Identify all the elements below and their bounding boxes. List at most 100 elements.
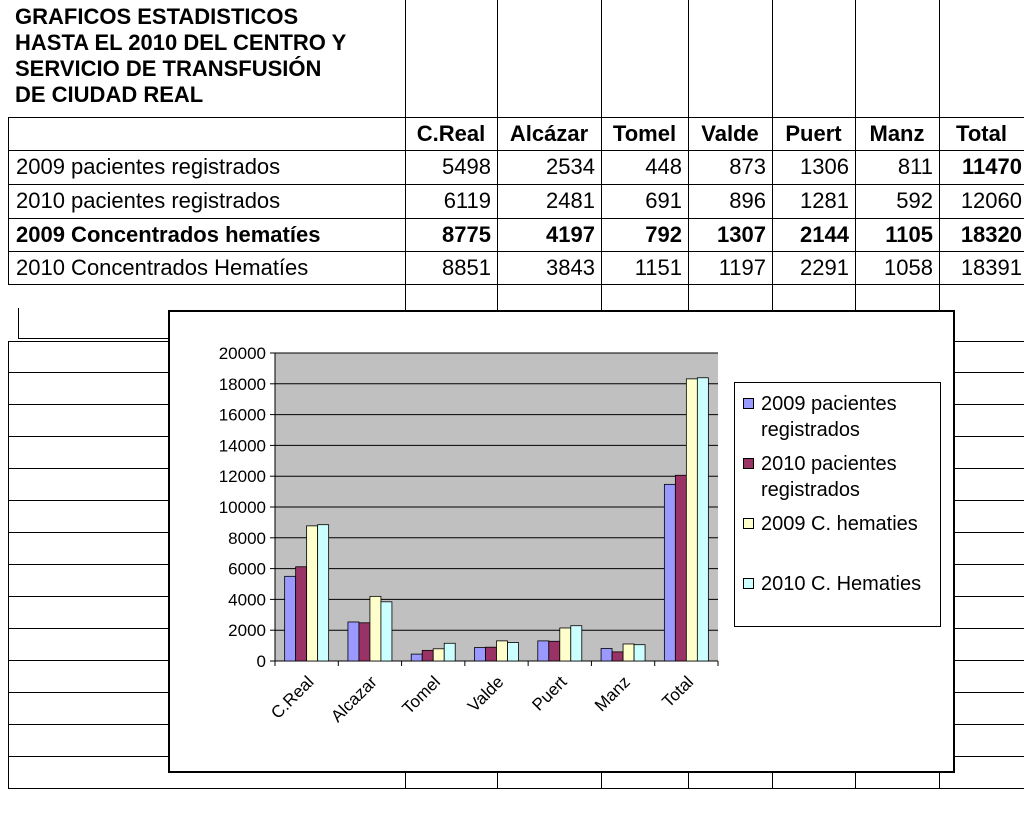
grid-vline	[772, 772, 773, 789]
row-label: 2009 Concentrados hematíes	[16, 222, 321, 247]
bar	[570, 625, 583, 662]
y-tick-label: 2000	[228, 621, 266, 640]
x-tick-label: Alcazar	[327, 672, 381, 726]
legend-swatch	[743, 398, 754, 409]
x-tick-label: Tomel	[399, 672, 445, 718]
table-cell: 811	[897, 154, 933, 179]
grid-vline	[688, 772, 689, 789]
grid-vline	[18, 308, 19, 338]
table-cell: 1105	[885, 222, 933, 247]
table-cell: 2144	[800, 222, 849, 247]
grid-hline	[8, 251, 1024, 252]
bar	[443, 642, 456, 662]
grid-hline	[8, 788, 1024, 789]
bar	[284, 575, 297, 662]
table-cell: 12060	[960, 188, 1022, 213]
y-tick-label: 10000	[219, 498, 266, 517]
table-cell: 896	[729, 188, 766, 213]
bar	[295, 566, 308, 662]
column-header: Alcázar	[509, 121, 589, 146]
grid-vline	[405, 0, 406, 310]
y-tick-label: 18000	[219, 375, 266, 394]
legend-label: 2009 C. hematies	[761, 513, 918, 535]
table-cell: 1306	[800, 154, 849, 179]
grid-hline	[8, 218, 1024, 219]
bar	[633, 644, 646, 662]
bar	[347, 621, 360, 662]
table-cell: 18320	[960, 222, 1022, 247]
legend-swatch	[743, 578, 754, 589]
table-cell: 592	[896, 188, 933, 213]
grid-vline	[688, 0, 689, 310]
table-cell: 1307	[717, 222, 766, 247]
bar	[685, 378, 698, 662]
bar	[496, 640, 508, 662]
bar	[600, 648, 613, 662]
grid-vline	[855, 0, 856, 310]
grid-vline	[8, 117, 9, 284]
table-cell: 792	[645, 222, 682, 247]
legend-swatch	[743, 458, 754, 469]
y-tick-label: 8000	[228, 529, 266, 548]
column-header: Puert	[785, 121, 842, 146]
column-header: C.Real	[416, 121, 486, 146]
table-cell: 448	[645, 154, 682, 179]
table-cell: 873	[729, 154, 766, 179]
grid-vline	[772, 0, 773, 310]
table-cell: 5498	[442, 154, 491, 179]
table-cell: 1281	[800, 188, 849, 213]
grid-hline	[8, 117, 1024, 118]
table-cell: 8775	[442, 222, 491, 247]
column-header: Manz	[869, 121, 925, 146]
column-header: Total	[956, 121, 1007, 146]
grid-hline	[8, 184, 1024, 185]
grid-vline	[855, 772, 856, 789]
table-cell: 6119	[443, 188, 491, 213]
table-cell: 1197	[718, 255, 766, 280]
table-cell: 3843	[546, 255, 595, 280]
grid-hline	[8, 150, 1024, 151]
bar	[358, 622, 371, 662]
table-cell: 691	[645, 188, 682, 213]
grid-vline	[601, 0, 602, 310]
table-cell: 2291	[800, 255, 849, 280]
y-tick-label: 6000	[228, 560, 266, 579]
grid-vline	[405, 772, 406, 789]
bar	[369, 595, 382, 662]
bar	[306, 525, 319, 662]
grid-vline	[497, 0, 498, 310]
spreadsheet-table: GRAFICOS ESTADISTICOS HASTA EL 2010 DEL …	[0, 0, 1024, 310]
bar	[611, 651, 624, 662]
bar	[421, 649, 434, 662]
bar	[663, 483, 676, 662]
legend-label: 2010 C. Hematies	[761, 573, 922, 595]
legend-label: 2009 pacientes registrados	[761, 393, 897, 441]
x-tick-label: Valde	[464, 672, 507, 715]
grid-vline	[939, 0, 940, 310]
bar	[380, 601, 393, 662]
chart-legend: 2009 pacientes registrados 2010 pacientes…	[734, 382, 941, 627]
bar	[474, 647, 486, 662]
y-tick-label: 14000	[219, 436, 266, 455]
x-tick-label: Puert	[528, 672, 570, 714]
bar	[622, 643, 635, 662]
y-tick-label: 12000	[219, 467, 266, 486]
bar	[507, 642, 519, 662]
table-cell: 11470	[962, 154, 1022, 179]
table-cell: 1058	[884, 255, 933, 280]
bar	[548, 640, 561, 662]
table-cell: 2534	[546, 154, 595, 179]
grid-hline	[8, 284, 1024, 285]
y-tick-label: 20000	[219, 344, 266, 363]
sheet-title: GRAFICOS ESTADISTICOS HASTA EL 2010 DEL …	[15, 4, 347, 107]
row-label: 2010 Concentrados Hematíes	[16, 255, 309, 280]
table-cell: 2481	[546, 188, 595, 213]
column-header: Valde	[701, 121, 759, 146]
bar	[317, 524, 330, 662]
grid-vline	[8, 341, 9, 789]
table-cell: 1151	[634, 255, 682, 280]
bar	[432, 648, 445, 662]
legend-label: 2010 pacientes registrados	[761, 453, 897, 501]
grid-vline	[939, 772, 940, 789]
y-tick-label: 16000	[219, 406, 266, 425]
